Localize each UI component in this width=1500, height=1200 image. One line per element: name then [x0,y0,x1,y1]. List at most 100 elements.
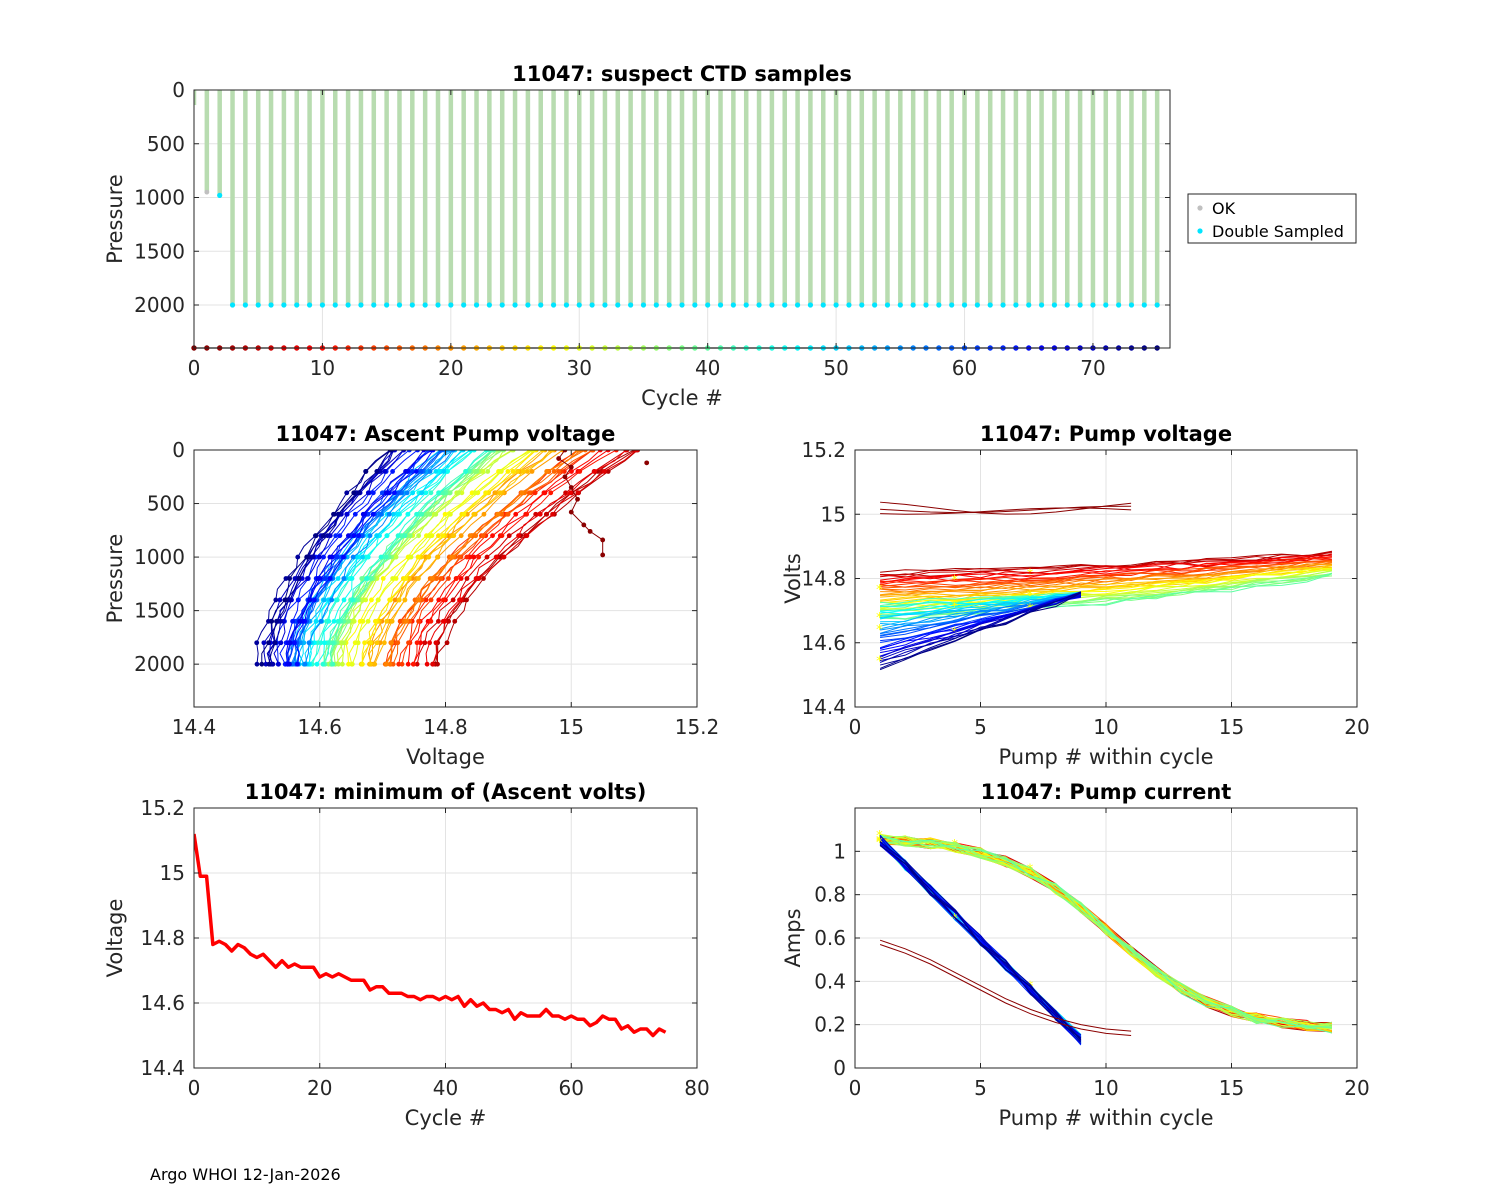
double-sampled-point [319,302,326,308]
ascent-point [409,469,415,474]
ascent-point [551,469,557,474]
double-sampled-point [306,302,313,308]
double-sampled-point [255,302,261,308]
double-sampled-point [268,302,274,308]
double-sampled-point [461,302,467,308]
ascent-point [416,618,421,624]
early-point [568,509,574,515]
ascent-point [575,490,581,496]
ok-point [204,189,210,195]
ascent-point [315,576,321,581]
ascent-point [327,554,333,560]
chart-title: 11047: Ascent Pump voltage [276,422,616,446]
y-tick-label: 0.2 [814,1013,846,1037]
double-sampled-point [229,302,236,308]
ascent-point [345,533,351,539]
early-point [556,456,562,461]
ascent-point [416,533,422,539]
ascent-point [359,533,365,539]
early-voltage-line [880,507,1132,515]
y-tick-label: 1000 [134,186,185,210]
ascent-point [480,533,486,539]
axes-frame [193,89,1171,349]
ascent-point [362,640,368,646]
ascent-point [476,554,482,560]
ascent-point [372,618,378,624]
ascent-point [372,661,378,667]
ascent-point [405,661,411,667]
ascent-point [529,450,535,453]
ascent-point [481,576,486,581]
plot-layer [194,90,1160,308]
ascent-point [370,511,376,517]
min-volt-line [194,833,667,1038]
ascent-point [458,533,464,539]
double-sampled-point [409,302,415,308]
pump-voltage-line [879,593,1082,627]
ascent-point [296,597,301,603]
y-tick-label: 0.8 [814,883,846,907]
ascent-point [499,511,505,517]
ascent-point [450,597,456,603]
plot-layer: ************ [876,829,1333,1046]
legend-marker [1197,205,1203,211]
ascent-point [458,576,464,581]
double-sampled-point [1038,302,1045,308]
y-tick-label: 14.6 [140,991,185,1015]
ascent-point [436,618,441,624]
ascent-point [550,511,555,517]
ascent-point [414,661,420,667]
ascent-point [272,640,278,646]
ascent-point [623,450,629,453]
x-tick-label: 20 [1344,715,1369,739]
ascent-point [333,597,339,603]
ascent-point [543,511,549,517]
x-tick-label: 0 [849,1076,862,1100]
ascent-point [421,450,427,453]
early-point [568,464,574,470]
ascent-point [406,450,412,453]
ascent-point [592,469,597,474]
ascent-point [339,661,345,667]
ascent-point [438,576,444,581]
double-sampled-point [936,302,942,308]
chart-ascent: 14.4 14.6 14.8 15 15.2 0 500 1000 1500 2000 11047:… [103,422,719,769]
double-sampled-point [730,302,736,308]
ascent-point [325,533,330,539]
ascent-point [384,533,390,539]
ascent-point [344,511,350,517]
x-tick-label: 40 [695,356,720,380]
ascent-point [341,576,347,581]
ascent-point [370,490,376,496]
ascent-point [520,469,526,474]
ascent-point [519,490,525,496]
y-axis-label: Amps [781,908,805,967]
ascent-point [369,597,374,603]
ascent-point [287,597,293,603]
ascent-point [578,450,584,453]
pump-voltage-line [880,567,1332,609]
ascent-point [419,490,425,496]
ascent-point [302,661,308,667]
x-tick-label: 80 [684,1076,709,1100]
y-tick-label: 0 [172,78,185,102]
early-point [600,552,606,558]
ascent-point [426,554,432,560]
x-tick-label: 0 [188,356,201,380]
ascent-point [254,661,260,667]
double-sampled-point [859,302,865,308]
ascent-point [501,554,507,560]
ascent-point [413,469,419,474]
ascent-point [434,576,440,581]
pump-voltage-line [880,556,1332,584]
ascent-point [406,640,411,646]
ascent-point [429,576,435,581]
double-sampled-point [961,302,968,308]
x-tick-label: 15 [1219,715,1244,739]
double-sampled-point [987,302,993,308]
ascent-point [415,554,421,560]
ascent-point [363,469,369,474]
ascent-point [391,490,397,496]
ascent-point [318,640,324,646]
plot-layer: ************ [876,501,1333,671]
